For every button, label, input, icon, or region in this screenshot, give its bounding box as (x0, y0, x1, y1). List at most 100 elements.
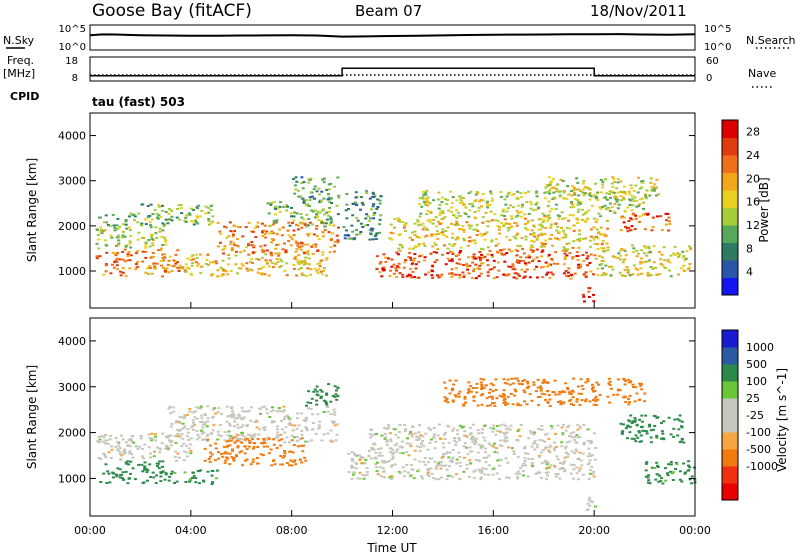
heatmap-cell (630, 187, 634, 190)
nsearch-label: N.Search (746, 34, 796, 47)
heatmap-cell (540, 255, 544, 258)
heatmap-cell (177, 420, 181, 423)
heatmap-cell (535, 248, 539, 251)
heatmap-cell (687, 464, 690, 467)
heatmap-cell (520, 268, 524, 271)
colorbar-tick-label: 24 (746, 149, 760, 162)
heatmap-cell (430, 233, 434, 236)
heatmap-cell (494, 219, 498, 222)
heatmap-cell (306, 234, 310, 237)
heatmap-cell (608, 265, 611, 268)
heatmap-cell (395, 265, 399, 268)
heatmap-cell (315, 190, 319, 193)
heatmap-cell (555, 455, 559, 458)
heatmap-cell (243, 435, 247, 438)
heatmap-cell (160, 235, 164, 238)
heatmap-cell (181, 427, 185, 430)
heatmap-cell (187, 267, 191, 270)
heatmap-cell (496, 242, 500, 245)
heatmap-cell (651, 226, 655, 228)
heatmap-cell (626, 437, 629, 440)
heatmap-cell (157, 467, 161, 470)
heatmap-cell (525, 386, 529, 389)
heatmap-cell (678, 414, 682, 417)
heatmap-cell (650, 229, 654, 232)
heatmap-cell (328, 223, 332, 226)
heatmap-cell (469, 224, 473, 227)
heatmap-cell (486, 204, 489, 207)
heatmap-cell (633, 417, 637, 420)
heatmap-cell (123, 449, 126, 452)
heatmap-cell (259, 453, 263, 456)
heatmap-cell (638, 382, 642, 385)
heatmap-cell (638, 431, 641, 434)
heatmap-cell (594, 221, 598, 224)
heatmap-cell (523, 459, 527, 462)
heatmap-cell (187, 212, 191, 215)
heatmap-cell (659, 480, 663, 483)
heatmap-cell (285, 209, 289, 212)
heatmap-cell (322, 181, 326, 184)
heatmap-cell (448, 259, 452, 262)
heatmap-cell (372, 192, 376, 195)
heatmap-cell (166, 436, 170, 439)
heatmap-cell (472, 257, 476, 260)
heatmap-cell (618, 271, 622, 274)
heatmap-cell (291, 451, 295, 454)
heatmap-cell (529, 246, 533, 249)
heatmap-cell (434, 440, 438, 443)
heatmap-cell (446, 401, 450, 404)
heatmap-cell (256, 457, 259, 459)
heatmap-cell (533, 235, 537, 238)
heatmap-cell (462, 470, 466, 473)
heatmap-cell (190, 264, 194, 267)
heatmap-cell (490, 268, 494, 271)
heatmap-cell (376, 448, 380, 451)
heatmap-cell (570, 450, 574, 453)
heatmap-cell (468, 209, 472, 212)
heatmap-cell (330, 420, 334, 423)
heatmap-cell (446, 474, 450, 477)
heatmap-cell (291, 221, 294, 224)
heatmap-cell (231, 247, 235, 250)
heatmap-cell (276, 243, 280, 246)
heatmap-cell (502, 224, 506, 226)
heatmap-cell (631, 383, 635, 386)
heatmap-cell (269, 251, 273, 254)
heatmap-cell (287, 221, 291, 224)
heatmap-cell (613, 181, 617, 184)
heatmap-cell (480, 383, 484, 386)
heatmap-cell (423, 191, 427, 194)
heatmap-cell (230, 230, 234, 233)
heatmap-cell (491, 219, 495, 222)
heatmap-cell (274, 213, 277, 216)
heatmap-cell (601, 186, 605, 189)
heatmap-cell (674, 461, 678, 464)
heatmap-cell (685, 250, 689, 253)
heatmap-cell (144, 468, 148, 471)
heatmap-cell (287, 464, 291, 467)
heatmap-cell (678, 419, 682, 422)
heatmap-cell (624, 192, 628, 195)
heatmap-cell (296, 436, 300, 438)
heatmap-cell (164, 218, 168, 221)
heatmap-cell (206, 438, 210, 441)
heatmap-cell (228, 444, 232, 447)
heatmap-cell (535, 256, 539, 259)
heatmap-cell (692, 466, 696, 469)
heatmap-cell (191, 477, 194, 479)
heatmap-cell (612, 177, 616, 180)
heatmap-cell (537, 428, 541, 430)
heatmap-cell (563, 248, 566, 251)
heatmap-cell (588, 472, 592, 475)
heatmap-cell (304, 256, 308, 259)
heatmap-cell (556, 225, 560, 228)
heatmap-cell (675, 463, 679, 466)
heatmap-cell (438, 203, 442, 206)
heatmap-cell (538, 395, 542, 398)
heatmap-cell (195, 253, 198, 256)
heatmap-cell (307, 390, 311, 393)
heatmap-cell (605, 234, 608, 237)
heatmap-cell (296, 412, 300, 415)
heatmap-cell (272, 459, 276, 462)
